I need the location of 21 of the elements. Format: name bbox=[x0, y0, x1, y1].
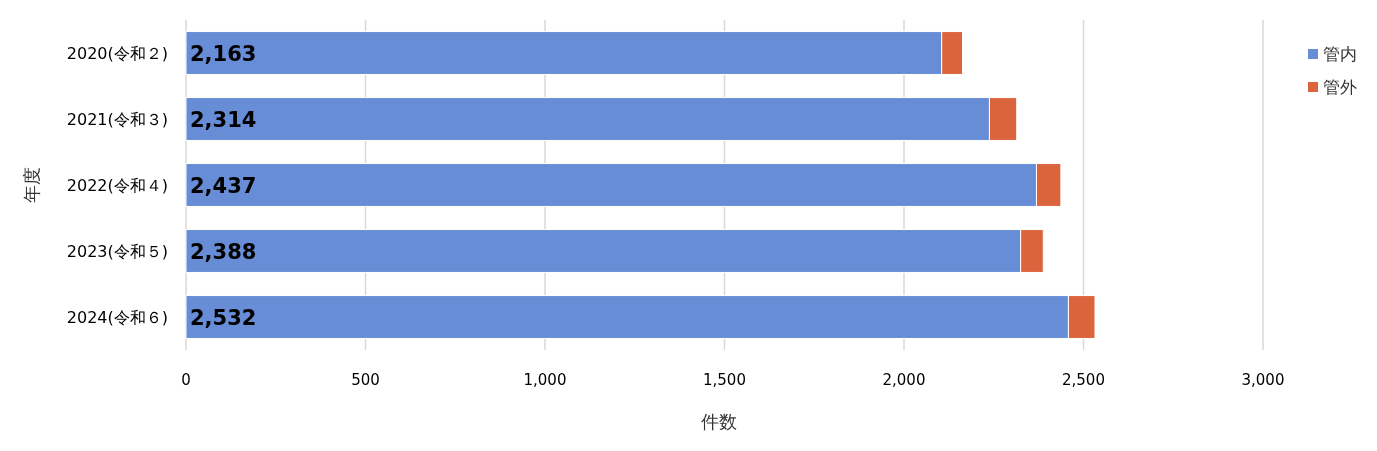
x-tick-label: 2,000 bbox=[882, 371, 926, 389]
x-tick-label: 1,000 bbox=[523, 371, 567, 389]
total-label: 2,163 bbox=[190, 42, 257, 66]
total-label: 2,314 bbox=[190, 108, 257, 132]
x-tick-label: 1,500 bbox=[703, 371, 746, 389]
y-tick-label: 2024(令和６) bbox=[66, 308, 168, 327]
total-label: 2,437 bbox=[190, 174, 257, 198]
x-tick-label: 2,500 bbox=[1062, 371, 1105, 389]
x-tick-label: 0 bbox=[181, 371, 191, 389]
y-tick-label: 2023(令和５) bbox=[66, 242, 168, 261]
x-tick-label: 500 bbox=[351, 371, 380, 389]
total-label: 2,388 bbox=[190, 240, 257, 264]
y-tick-label: 2021(令和３) bbox=[66, 110, 168, 129]
y-tick-label: 2020(令和２) bbox=[66, 44, 168, 63]
x-axis-title: 件数 bbox=[700, 411, 737, 432]
x-tick-label: 3,000 bbox=[1241, 371, 1285, 389]
legend-label: 管外 bbox=[1323, 77, 1357, 97]
y-tick-label: 2022(令和４) bbox=[66, 176, 168, 195]
y-axis-title: 年度 bbox=[21, 167, 42, 203]
legend-label: 管内 bbox=[1323, 44, 1357, 64]
total-label: 2,532 bbox=[190, 306, 257, 330]
